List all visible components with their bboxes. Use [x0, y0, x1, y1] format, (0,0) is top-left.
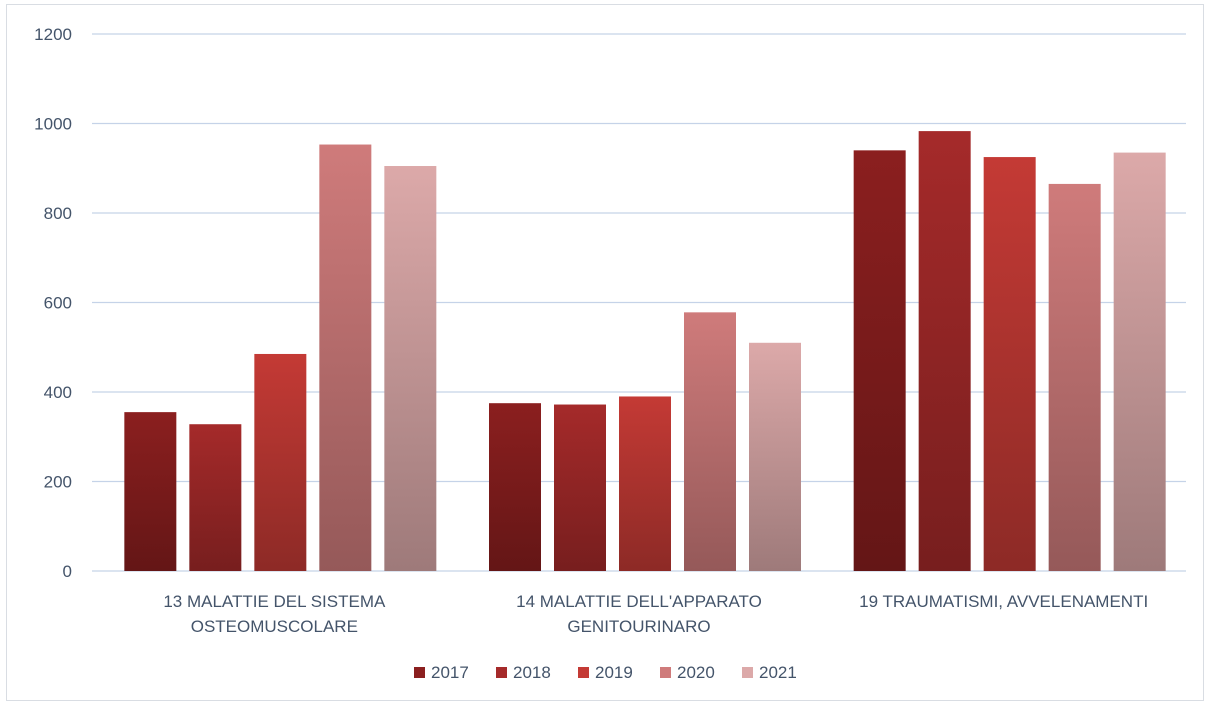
y-tick-label: 0 — [63, 562, 72, 581]
x-axis-labels: 13 MALATTIE DEL SISTEMA OSTEOMUSCOLARE 14 … — [163, 592, 1148, 636]
bar-2020-cat3 — [1048, 183, 1101, 571]
legend-label-2021: 2021 — [759, 663, 797, 682]
y-tick-label: 1200 — [34, 25, 72, 44]
legend-label-2018: 2018 — [513, 663, 551, 682]
bar-2019-cat1 — [254, 353, 307, 571]
bar-2021-cat1 — [384, 166, 437, 571]
y-tick-label: 200 — [44, 473, 72, 492]
bar-2017-cat1 — [124, 412, 177, 571]
legend-swatch-2021 — [742, 667, 753, 678]
x-category-label: OSTEOMUSCOLARE — [191, 617, 358, 636]
y-tick-label: 400 — [44, 383, 72, 402]
y-tick-label: 600 — [44, 294, 72, 313]
y-tick-label: 1000 — [34, 115, 72, 134]
bar-2020-cat1 — [319, 144, 372, 571]
legend-swatch-2018 — [496, 667, 507, 678]
y-tick-label: 800 — [44, 204, 72, 223]
legend-label-2020: 2020 — [677, 663, 715, 682]
bar-2017-cat2 — [489, 403, 541, 571]
bar-2018-cat2 — [554, 404, 606, 571]
bar-2018-cat1 — [189, 424, 242, 571]
legend-swatch-2020 — [660, 667, 671, 678]
bars — [124, 131, 1166, 572]
legend-swatch-2017 — [414, 667, 425, 678]
x-category-label: 14 MALATTIE DELL'APPARATO — [516, 592, 762, 611]
y-axis-ticks: 0 200 400 600 800 1000 1200 — [34, 25, 72, 581]
x-category-label: GENITOURINARO — [567, 617, 710, 636]
bar-2021-cat3 — [1113, 152, 1166, 571]
x-category-label: 13 MALATTIE DEL SISTEMA — [163, 592, 386, 611]
legend-swatch-2019 — [578, 667, 589, 678]
legend: 2017 2018 2019 2020 2021 — [414, 663, 797, 682]
bar-2021-cat2 — [749, 342, 801, 571]
legend-label-2017: 2017 — [431, 663, 469, 682]
bar-2020-cat2 — [684, 312, 736, 571]
bar-2017-cat3 — [853, 150, 906, 571]
legend-label-2019: 2019 — [595, 663, 633, 682]
bar-2019-cat3 — [983, 157, 1036, 571]
x-category-label: 19 TRAUMATISMI, AVVELENAMENTI — [859, 592, 1148, 611]
bar-2018-cat3 — [918, 131, 971, 572]
bar-2019-cat2 — [619, 396, 671, 571]
